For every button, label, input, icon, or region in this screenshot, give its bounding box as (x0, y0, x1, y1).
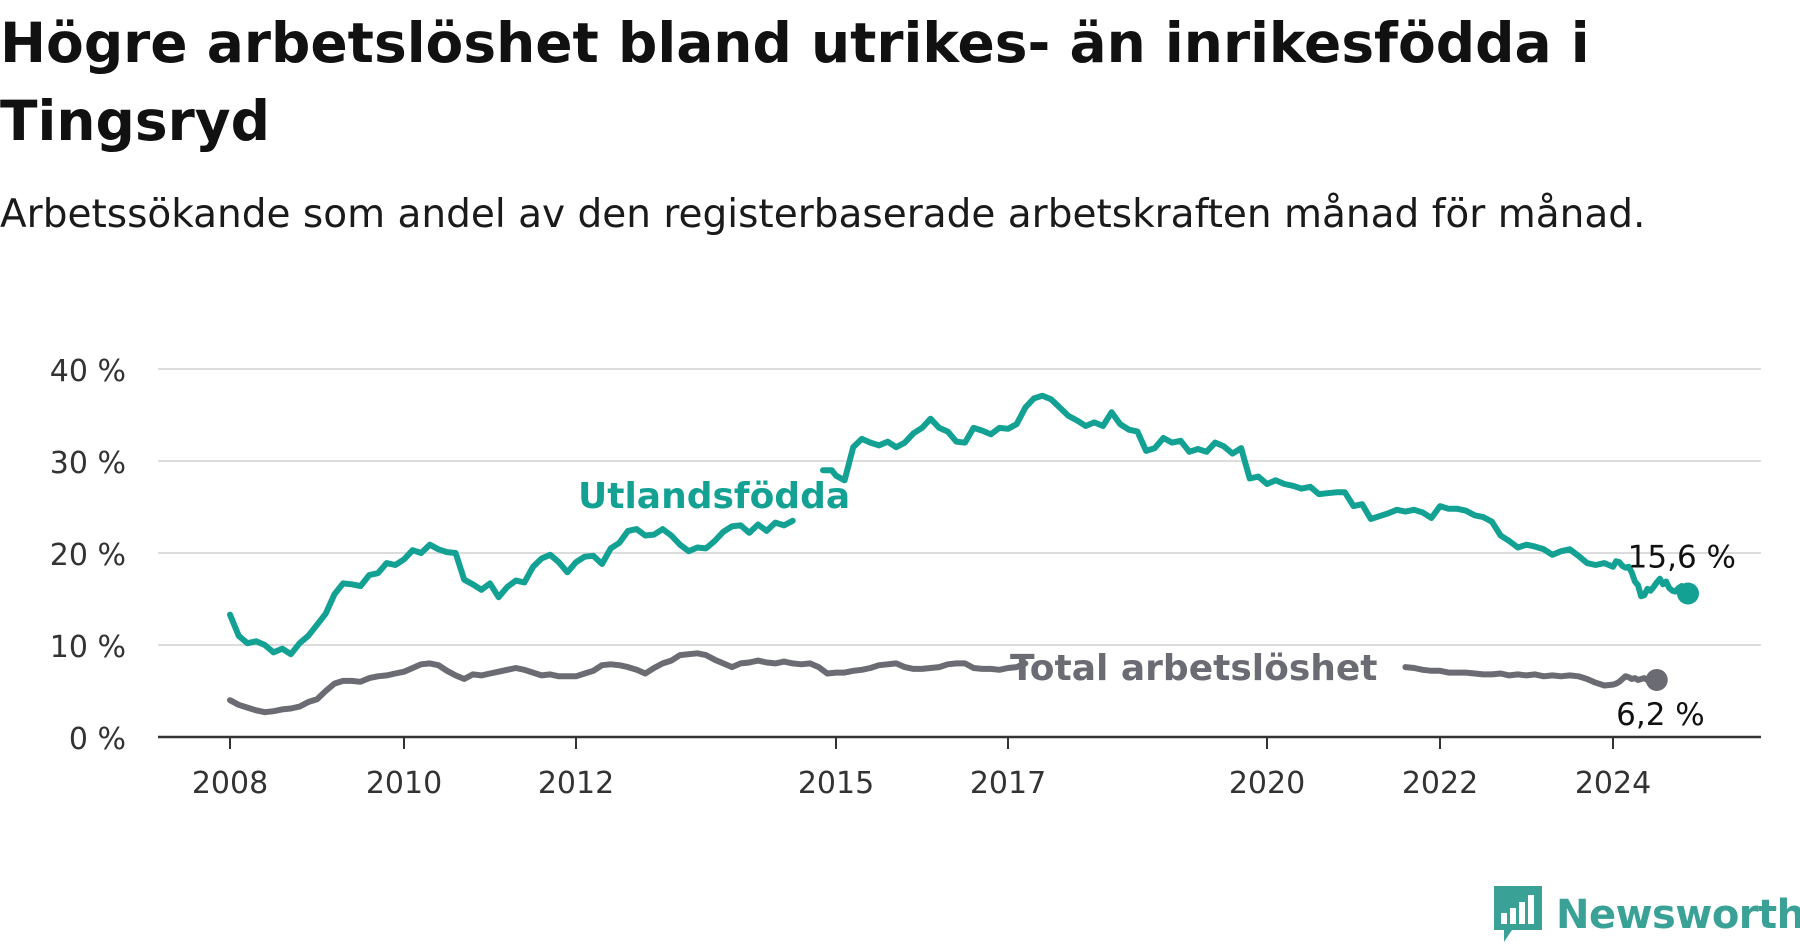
series-end-label: 15,6 % (1628, 539, 1736, 575)
series-end-label: 6,2 % (1616, 697, 1705, 733)
series-end-marker (1645, 668, 1668, 691)
chart-subtitle: Arbetssökande som andel av den registerb… (0, 192, 1646, 237)
series-line (227, 517, 796, 658)
x-tick-label: 2017 (970, 766, 1046, 801)
x-tick-label: 2015 (798, 766, 874, 801)
y-tick-label: 20 % (50, 538, 126, 573)
y-tick-label: 0 % (69, 722, 126, 757)
brand-name: Newsworthy (1556, 892, 1800, 938)
bar-chart-bubble-icon (1494, 886, 1542, 942)
y-axis-ticks: 0 % 10 % 20 % 30 % 40 % (50, 354, 126, 757)
series-line (820, 392, 1691, 600)
x-tick-label: 2020 (1229, 766, 1305, 801)
brand-logo[interactable]: Newsworthy (1492, 880, 1800, 950)
series-line (1402, 664, 1660, 689)
chart-title: Högre arbetslöshet bland utrikes- än inr… (0, 11, 1590, 153)
x-tick-label: 2010 (366, 766, 442, 801)
series-labels: 15,6 % 6,2 % Utlandsfödda Total arbetslöshe… (578, 476, 1736, 733)
x-tick-label: 2022 (1402, 766, 1478, 801)
series-lines (227, 392, 1699, 716)
x-tick-label: 2008 (192, 766, 268, 801)
y-tick-label: 30 % (50, 446, 126, 481)
series-end-marker (1677, 582, 1699, 605)
series-name-label: Utlandsfödda (578, 476, 850, 517)
gridlines (158, 368, 1761, 739)
y-tick-label: 10 % (50, 630, 126, 665)
x-tick-label: 2024 (1575, 766, 1651, 801)
x-tick-label: 2012 (538, 766, 614, 801)
x-axis-ticks: 2008 2010 2012 2015 2017 2020 2022 2024 (192, 737, 1651, 801)
series-line (227, 650, 1029, 716)
series-name-label: Total arbetslöshet (1010, 648, 1378, 689)
y-tick-label: 40 % (50, 354, 126, 389)
